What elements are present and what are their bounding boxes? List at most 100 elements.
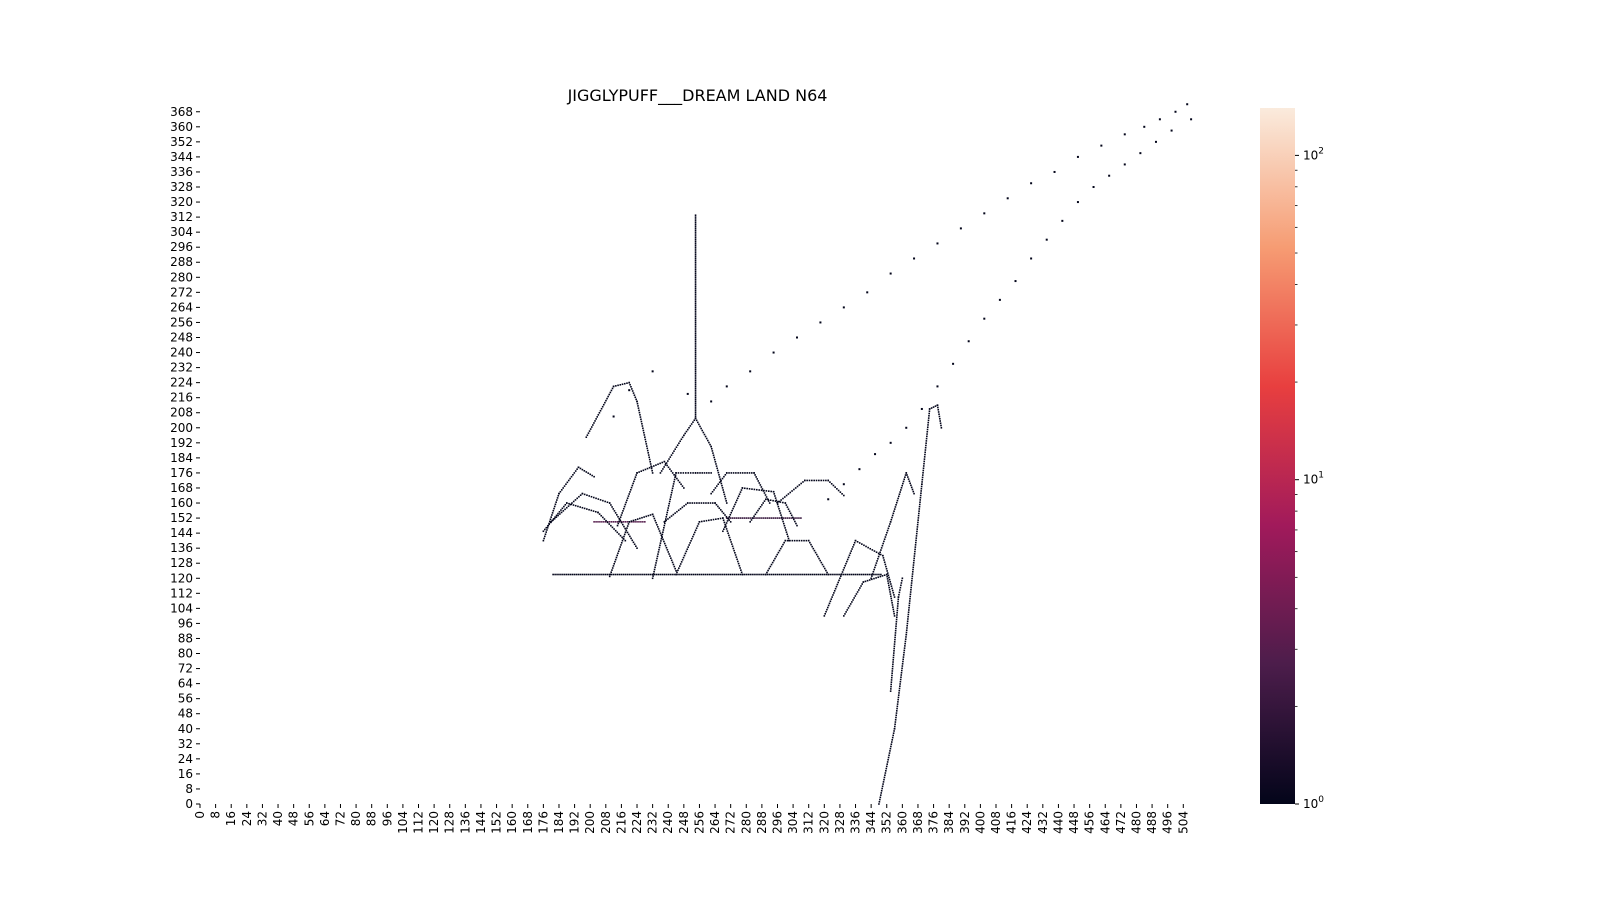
heatmap-cell [917,519,919,521]
y-tick-label: 56 [178,692,193,706]
heatmap-cell [683,505,685,507]
heatmap-cell [636,573,638,576]
heatmap-cell [585,573,588,576]
heatmap-cell [564,508,566,511]
heatmap-cell [674,567,676,570]
heatmap-cell [728,536,731,539]
heatmap-cell [772,517,775,519]
heatmap-cell [626,525,629,527]
heatmap-cell [632,521,634,523]
heatmap-cell [889,747,892,750]
heatmap-cell [896,705,899,708]
heatmap-cell [593,521,595,523]
heatmap-cell [847,607,850,609]
heatmap-cell [667,466,670,469]
heatmap-cell [694,250,697,252]
heatmap-cell [780,514,782,516]
heatmap-cell [583,470,586,472]
heatmap-cell [790,514,793,517]
heatmap-cell [850,573,853,576]
heatmap-cell [765,490,768,492]
heatmap-cell [871,549,874,551]
heatmap-cell [608,502,611,504]
heatmap-cell [644,436,646,438]
heatmap-cell [830,482,833,485]
heatmap-cell [556,497,559,499]
heatmap-cell [676,477,678,480]
heatmap-cell [722,491,725,493]
heatmap-cell [983,212,986,215]
heatmap-cell [893,647,895,650]
heatmap-cell [659,573,662,576]
heatmap-cell [709,443,711,446]
heatmap-cell [588,495,591,497]
heatmap-cell [847,556,850,559]
heatmap-cell [796,539,798,542]
heatmap-cell [733,517,736,519]
heatmap-cell [587,432,590,434]
heatmap-cell [886,575,888,578]
heatmap-cell [760,489,763,492]
heatmap-cell [581,506,584,509]
heatmap-cell [894,506,897,508]
heatmap-cell [795,522,797,525]
heatmap-cell [856,573,859,576]
heatmap-cell [666,511,669,514]
heatmap-cell [673,478,676,481]
heatmap-cell [865,545,867,548]
heatmap-cell [694,325,697,328]
heatmap-cell [735,501,737,504]
heatmap-cell [713,456,715,459]
heatmap-cell [608,393,611,396]
heatmap-cell [660,540,662,542]
heatmap-cell [802,573,804,576]
heatmap-cell [926,426,929,429]
heatmap-cell [694,349,697,352]
heatmap-cell [624,521,627,523]
heatmap-cell [774,573,777,576]
heatmap-cell [642,429,645,432]
heatmap-cell [632,573,634,576]
heatmap-cell [694,317,697,320]
heatmap-cell [664,518,667,520]
x-tick-label: 64 [318,811,332,826]
heatmap-cell [614,512,617,514]
heatmap-cell [839,575,842,577]
heatmap-cell [615,385,617,387]
heatmap-series-6 [542,502,627,542]
heatmap-cell [670,515,673,517]
heatmap-cell [822,565,825,568]
heatmap-cell [831,596,833,598]
heatmap-cell [729,538,732,541]
heatmap-cell [794,517,796,519]
heatmap-cell [708,519,710,522]
heatmap-cell [621,536,623,539]
heatmap-cell [806,479,808,482]
heatmap-cell [725,500,727,502]
heatmap-cell [784,517,787,519]
heatmap-cell [676,571,678,574]
heatmap-cell [899,491,901,493]
heatmap-cell [722,517,724,519]
heatmap-cell [895,714,898,717]
x-tick-label: 232 [646,811,660,834]
heatmap-cell [891,739,894,741]
heatmap-cell [669,498,671,501]
heatmap-cell [681,506,684,509]
heatmap-cell [606,573,609,576]
heatmap-cell [618,573,621,576]
heatmap-cell [786,517,789,519]
heatmap-cell [894,629,897,632]
heatmap-cell [854,539,857,542]
heatmap-cell [543,535,546,538]
heatmap-cell [909,591,912,593]
heatmap-cell [688,544,690,546]
heatmap-cell [737,560,739,563]
heatmap-cell [655,559,658,562]
heatmap-cell [694,259,697,262]
heatmap-cell [843,567,846,569]
heatmap-cell [608,523,611,525]
heatmap-cell [714,502,716,504]
heatmap-cell [873,577,875,580]
heatmap-cell [618,520,620,523]
